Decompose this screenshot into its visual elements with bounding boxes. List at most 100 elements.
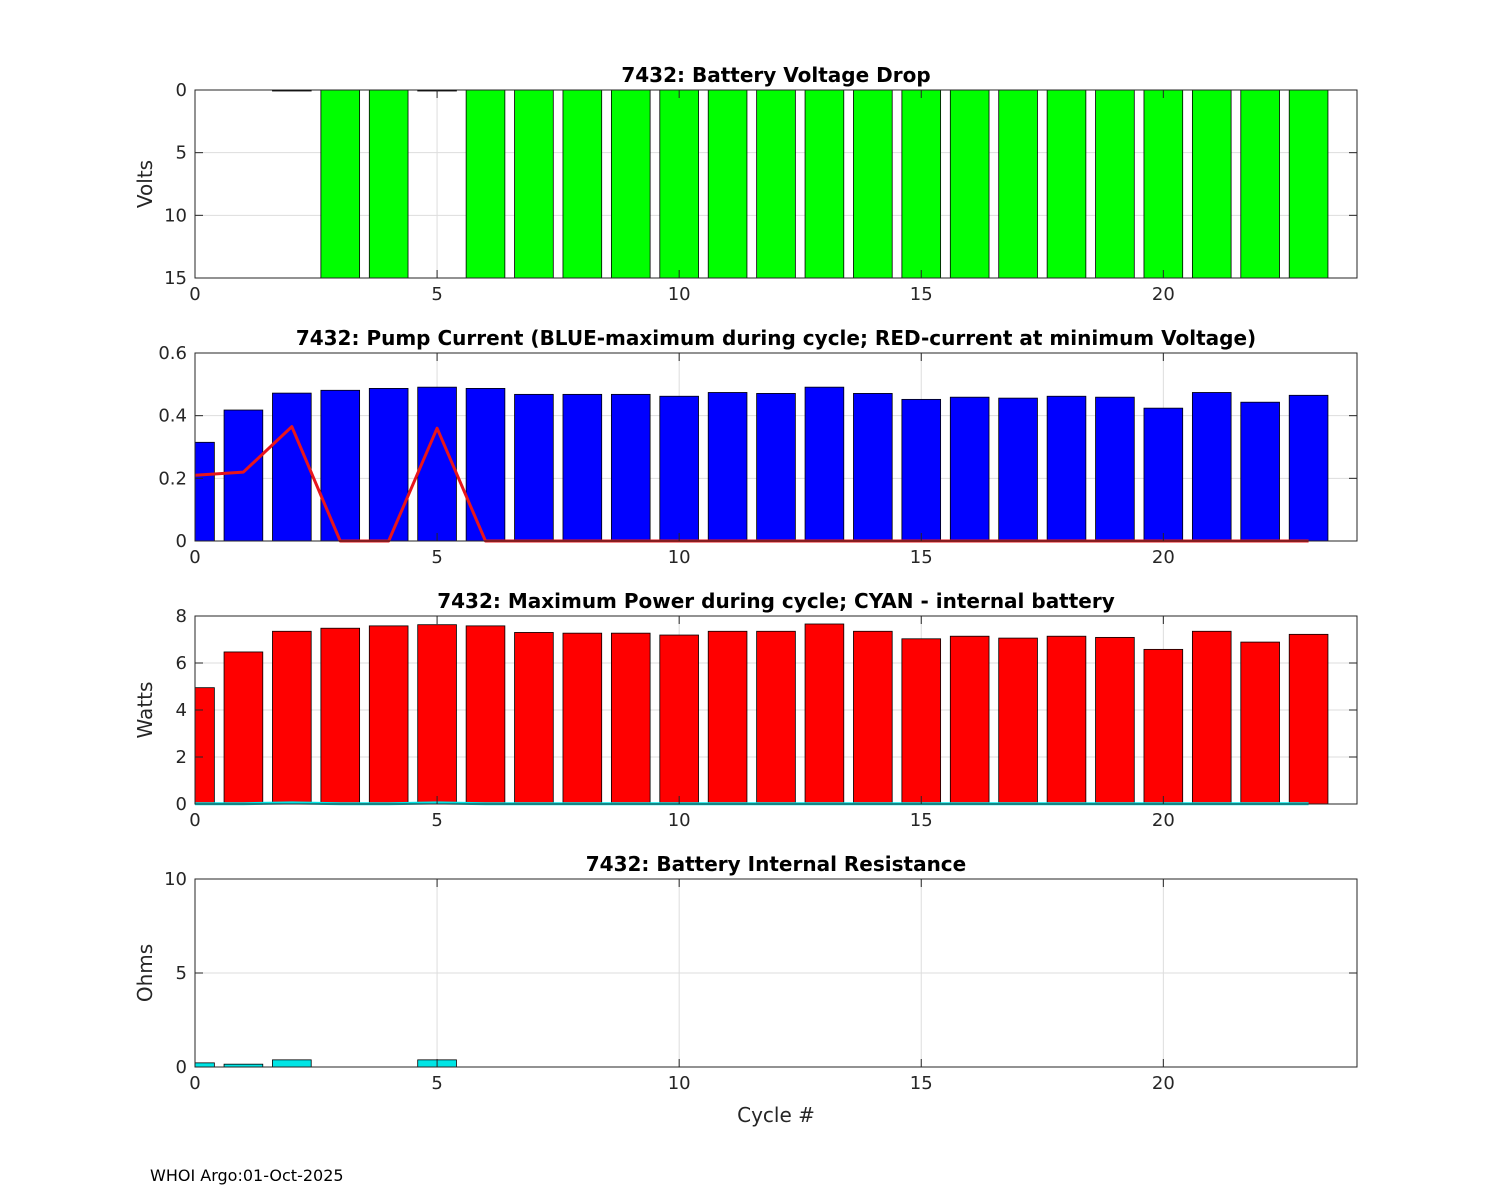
bar [1143, 89, 1184, 279]
bar [1046, 89, 1087, 279]
bar [223, 409, 264, 542]
x-tick-label: 10 [668, 547, 691, 568]
x-axis-label: Cycle # [737, 1103, 815, 1127]
bar [1240, 641, 1280, 805]
internal-resistance-chart: 0 5 10 15 20 0 5 10 7432: Battery Internal Resis… [133, 852, 1358, 1127]
bar [417, 624, 457, 805]
bar [1143, 648, 1184, 805]
axes-box [194, 89, 1358, 279]
y-axis-label: Volts [133, 160, 157, 208]
x-tick-label: 10 [668, 1073, 691, 1094]
bar [853, 393, 893, 542]
bar [659, 395, 699, 542]
bar [1288, 394, 1329, 542]
bar [756, 393, 796, 542]
bar [707, 392, 748, 542]
bar [707, 89, 748, 279]
maximum-power-chart: 0 5 10 15 20 0 2 4 6 8 7432: Maximum Power during … [133, 589, 1358, 831]
bar [1240, 89, 1280, 279]
x-tick-label: 10 [668, 284, 691, 305]
voltage-drop-chart: 0 5 10 15 20 0 5 10 15 7432: Battery Voltage Drop… [133, 63, 1358, 305]
bar [368, 625, 409, 805]
bar [610, 632, 651, 805]
bar [320, 89, 361, 279]
x-tick-label: 0 [189, 810, 200, 831]
chart-title: 7432: Battery Voltage Drop [621, 63, 930, 87]
bar [514, 89, 554, 279]
bar [610, 393, 651, 542]
bar [998, 397, 1038, 542]
bar [1191, 630, 1232, 805]
bar [949, 635, 990, 805]
y-tick-label: 0.4 [158, 406, 187, 427]
bar [272, 630, 312, 805]
bar [659, 89, 699, 279]
bar [223, 651, 264, 805]
bar [949, 396, 990, 542]
y-tick-label: 10 [164, 869, 187, 890]
bar [514, 632, 554, 805]
x-tick-label: 5 [431, 284, 442, 305]
x-tick-label: 20 [1152, 547, 1175, 568]
x-tick-label: 5 [431, 1073, 442, 1094]
bar [756, 89, 796, 279]
bar [1191, 89, 1232, 279]
bar [514, 393, 554, 542]
bar [368, 388, 409, 542]
bar [804, 89, 845, 279]
bar [417, 386, 457, 542]
x-tick-label: 10 [668, 810, 691, 831]
y-tick-label: 0 [176, 1057, 187, 1078]
y-tick-label: 0 [176, 531, 187, 552]
bar [804, 623, 845, 805]
bar [853, 89, 893, 279]
x-tick-label: 20 [1152, 1073, 1175, 1094]
bar [320, 627, 361, 805]
bar [320, 389, 361, 542]
bar [1095, 396, 1135, 542]
bar [194, 1062, 215, 1068]
x-tick-label: 15 [910, 1073, 933, 1094]
bar [1288, 633, 1329, 805]
x-tick-label: 15 [910, 810, 933, 831]
bar [901, 398, 942, 542]
bar [368, 89, 409, 279]
bar [853, 630, 893, 805]
bar [949, 89, 990, 279]
bar [272, 1059, 312, 1068]
bar [465, 89, 506, 279]
x-tick-label: 5 [431, 810, 442, 831]
axes-box [194, 352, 1358, 542]
bar [562, 393, 603, 542]
bar [901, 89, 942, 279]
y-tick-label: 15 [164, 268, 187, 289]
chart-title: 7432: Pump Current (BLUE-maximum during … [296, 326, 1256, 350]
bar [659, 634, 699, 805]
bar [998, 637, 1038, 805]
bar [465, 388, 506, 542]
bar [465, 625, 506, 805]
bar [707, 630, 748, 805]
x-tick-label: 20 [1152, 810, 1175, 831]
chart-title: 7432: Battery Internal Resistance [586, 852, 966, 876]
bar [1046, 635, 1087, 805]
bar [562, 632, 603, 805]
y-tick-label: 0 [176, 80, 187, 101]
bar [272, 392, 312, 542]
bar [194, 441, 215, 542]
x-tick-label: 0 [189, 1073, 200, 1094]
bar [1240, 401, 1280, 542]
bar [1095, 89, 1135, 279]
y-tick-label: 2 [176, 747, 187, 768]
y-tick-label: 8 [176, 606, 187, 627]
y-tick-label: 5 [176, 143, 187, 164]
x-tick-label: 15 [910, 284, 933, 305]
bar [562, 89, 603, 279]
x-tick-label: 0 [189, 284, 200, 305]
bar [194, 687, 215, 805]
bar [804, 386, 845, 542]
y-tick-label: 0.6 [158, 343, 187, 364]
bar [1191, 392, 1232, 542]
footer-credit: WHOI Argo:01-Oct-2025 [150, 1166, 344, 1185]
